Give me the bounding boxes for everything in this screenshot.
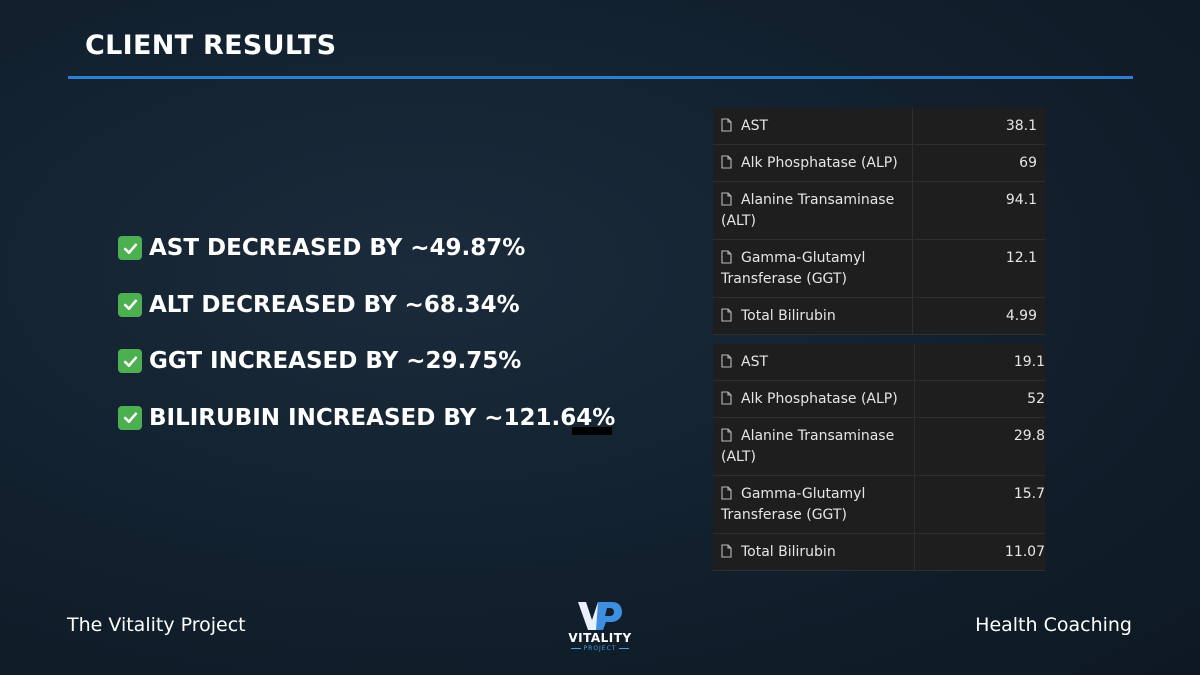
footer-tagline: Health Coaching [975,614,1132,636]
row-name: AST [741,118,769,134]
document-icon [721,486,732,500]
row-value: 69 [912,144,1045,182]
check-mark-icon [118,236,142,260]
row-value: 4.99 [912,297,1045,335]
row-value: 38.1 [912,108,1045,145]
row-name: Alanine Transaminase (ALT) [721,192,895,229]
row-name: Alk Phosphatase (ALP) [741,155,898,171]
row-value: 52 [914,380,1045,418]
footer-brand: The Vitality Project [67,614,246,636]
document-icon [721,155,732,169]
result-text: GGT INCREASED BY ~29.75% [149,348,522,374]
check-mark-icon [118,405,142,430]
row-value: 94.1 [912,181,1045,240]
document-icon [721,192,732,206]
redaction-bar [572,427,612,435]
table-row: Alk Phosphatase (ALP) 52 [713,380,1045,418]
table-row: Total Bilirubin 4.99 [713,297,1045,335]
logo-wordmark: VITALITY [568,631,632,645]
table-row: Gamma-Glutamyl Transferase (GGT) 15.7 [713,475,1045,534]
check-mark-icon [118,349,142,373]
results-list: AST DECREASED BY ~49.87% ALT DECREASED B… [118,232,615,458]
result-text: ALT DECREASED BY ~68.34% [149,291,520,318]
document-icon [721,428,732,442]
row-value: 12.1 [912,239,1045,298]
result-item: GGT INCREASED BY ~29.75% [118,345,615,377]
page-title: CLIENT RESULTS [85,30,337,61]
table-row: Gamma-Glutamyl Transferase (GGT) 12.1 [713,239,1045,298]
document-icon [721,391,732,405]
lab-table-after: AST 19.1 Alk Phosphatase (ALP) 52 Alanin… [713,344,1045,571]
table-row: AST 19.1 [713,344,1045,381]
row-name: Total Bilirubin [741,308,836,324]
row-value: 19.1 [914,344,1045,381]
result-text: AST DECREASED BY ~49.87% [149,235,526,261]
row-name: Alk Phosphatase (ALP) [741,391,898,407]
result-item: AST DECREASED BY ~49.87% [118,232,615,264]
document-icon [721,118,732,132]
row-value: 15.7 [914,475,1045,534]
result-text: BILIRUBIN INCREASED BY ~121.64% [149,404,616,431]
table-row: Alk Phosphatase (ALP) 69 [713,144,1045,182]
vitality-logo: VITALITY PROJECT [562,600,638,660]
document-icon [721,354,732,368]
document-icon [721,250,732,264]
result-item: BILIRUBIN INCREASED BY ~121.64% [118,402,615,434]
result-item: ALT DECREASED BY ~68.34% [118,289,615,321]
table-row: AST 38.1 [713,108,1045,145]
row-value: 11.07 [914,533,1045,571]
row-value: 29.8 [914,417,1045,476]
lab-table-before: AST 38.1 Alk Phosphatase (ALP) 69 Alanin… [713,108,1045,335]
check-mark-icon [118,292,142,317]
row-name: Gamma-Glutamyl Transferase (GGT) [721,250,866,287]
row-name: Alanine Transaminase (ALT) [721,428,895,465]
row-name: AST [741,354,769,370]
document-icon [721,544,732,558]
table-row: Alanine Transaminase (ALT) 29.8 [713,417,1045,476]
logo-subtitle: PROJECT [562,645,638,653]
vp-logo-icon [578,602,622,630]
row-name: Gamma-Glutamyl Transferase (GGT) [721,486,866,523]
title-divider [68,76,1133,79]
table-row: Total Bilirubin 11.07 [713,533,1045,571]
row-name: Total Bilirubin [741,544,836,560]
document-icon [721,308,732,322]
table-row: Alanine Transaminase (ALT) 94.1 [713,181,1045,240]
